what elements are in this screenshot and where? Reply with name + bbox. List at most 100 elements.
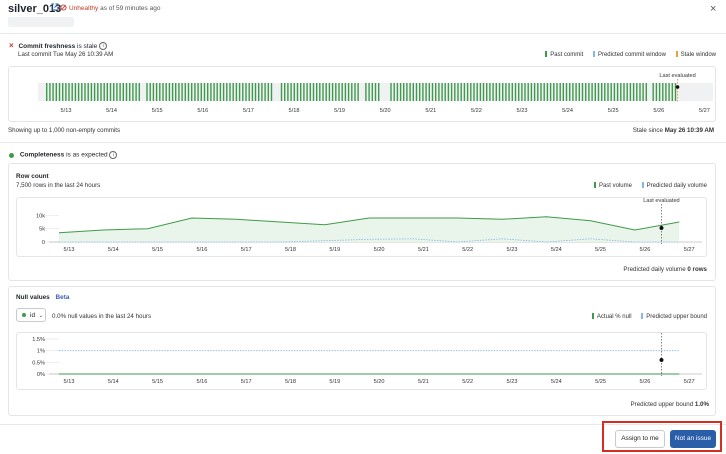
not-an-issue-button[interactable]: Not an issue [670,430,716,448]
past-commit-bar [486,83,488,101]
past-commit-bar [460,83,462,101]
past-commit-bar [103,83,105,101]
highlight-box [602,421,722,452]
past-commit-bar [251,83,254,101]
past-commit-bar [197,83,199,101]
past-commit-bar [155,83,158,101]
past-commit-bar [280,83,283,101]
past-commit-bar [422,83,424,101]
past-commit-bar [482,83,485,101]
past-commit-bar [623,83,625,101]
past-commit-bar [508,83,510,101]
past-commit-bar [191,83,193,101]
info-icon[interactable]: i [99,42,108,51]
past-commit-bar [438,83,440,101]
null-values-legend: Actual % null Predicted upper bound [584,313,707,320]
status-suffix: as of 59 minutes ago [100,5,161,12]
past-commit-bar [665,83,667,101]
x-tick-label: 5/25 [608,108,619,114]
last-evaluated-dot [659,358,664,362]
past-commit-bar [335,83,337,101]
past-commit-bar [581,83,584,101]
past-commit-bar [312,83,315,101]
last-evaluated-label: Last evaluated [659,73,695,79]
subtitle-placeholder [8,17,74,27]
past-commit-bar [287,83,289,101]
x-tick-label: 5/24 [551,379,562,385]
past-commit-bar [565,83,568,101]
x-tick-label: 5/25 [595,247,606,253]
x-tick-label: 5/21 [418,379,429,385]
past-commit-bar [371,83,373,101]
past-commit-bar [200,83,202,101]
external-link-icon[interactable] [51,3,59,11]
x-tick-label: 5/22 [462,247,473,253]
past-commit-bar [138,83,140,101]
past-commit-bar [489,83,491,101]
freshness-legend: Past commit Predicted commit window Stal… [537,51,716,58]
close-icon[interactable]: × [710,3,717,15]
past-commit-bar [585,83,587,101]
past-commit-bar [135,83,137,101]
x-tick-label: 5/23 [507,247,518,253]
past-commit-bar [309,83,311,101]
past-commit-bar [655,83,658,101]
info-icon[interactable]: i [109,151,118,159]
past-commit-bar [175,83,177,101]
x-tick-label: 5/26 [653,108,664,114]
past-commit-bar [626,83,628,101]
past-commit-bar [303,83,305,101]
past-commit-bar [470,83,472,101]
x-tick-label: 5/23 [507,379,518,385]
past-commit-bar [549,83,552,101]
past-commit-bar [575,83,577,101]
past-commit-bar [322,83,324,101]
past-commit-bar [354,83,356,101]
past-commit-bar [84,83,86,101]
x-tick-label: 5/16 [197,108,208,114]
assign-to-me-button[interactable]: Assign to me [615,430,665,448]
past-commit-bar [300,83,302,101]
divider [0,33,726,34]
y-tick-label: 0 [42,240,45,246]
null-values-chart: 0%0.5%1%1.5%Last evaluated5/135/145/155/… [32,327,702,385]
past-commit-bar [113,83,115,101]
past-commit-bar [171,83,174,101]
freshness-heading: × Commit freshness is stale i [9,41,108,51]
past-commit-bar [178,83,180,101]
x-tick-label: 5/24 [562,108,573,114]
past-commit-bar [68,83,70,101]
past-series-line [58,216,680,234]
x-tick-label: 5/15 [152,108,163,114]
past-commit-bar [357,83,359,101]
past-commit-bar [588,83,590,101]
past-commit-bar [524,83,526,101]
row-count-chart-frame: 0 5k 10k Last evaluated 5/13 5/14 5/15 5/16 5/17… [16,197,707,257]
past-commit-bar [642,83,644,101]
past-commit-bar [390,83,392,101]
past-commit-bar [597,83,600,101]
last-commit-text: Last commit Tue May 26 10:39 AM [18,51,114,58]
healthy-dot-icon [9,152,14,158]
past-commit-bar [466,83,469,101]
x-tick-label: 5/15 [152,247,163,253]
past-commit-bar [428,83,430,101]
past-commit-bar [52,83,54,101]
past-commit-bar [540,83,542,101]
past-commit-bar [518,83,520,101]
x-tick-label: 5/18 [289,108,300,114]
x-tick-label: 5/19 [329,247,340,253]
x-tick-label: 5/24 [551,247,562,253]
row-count-title: Row count [16,173,49,180]
unhealthy-icon [60,4,67,11]
past-commit-bar [636,83,638,101]
column-select[interactable]: id ⌄ [16,308,46,322]
divider [0,424,726,425]
past-commit-bar [87,83,89,101]
past-commit-bar [129,83,131,101]
past-commit-bar [378,83,380,101]
past-commit-bar [645,83,647,101]
row-count-footer: Predicted daily volume 0 rows [623,266,707,273]
x-tick-label: 5/17 [241,247,252,253]
past-commit-bar [406,83,408,101]
